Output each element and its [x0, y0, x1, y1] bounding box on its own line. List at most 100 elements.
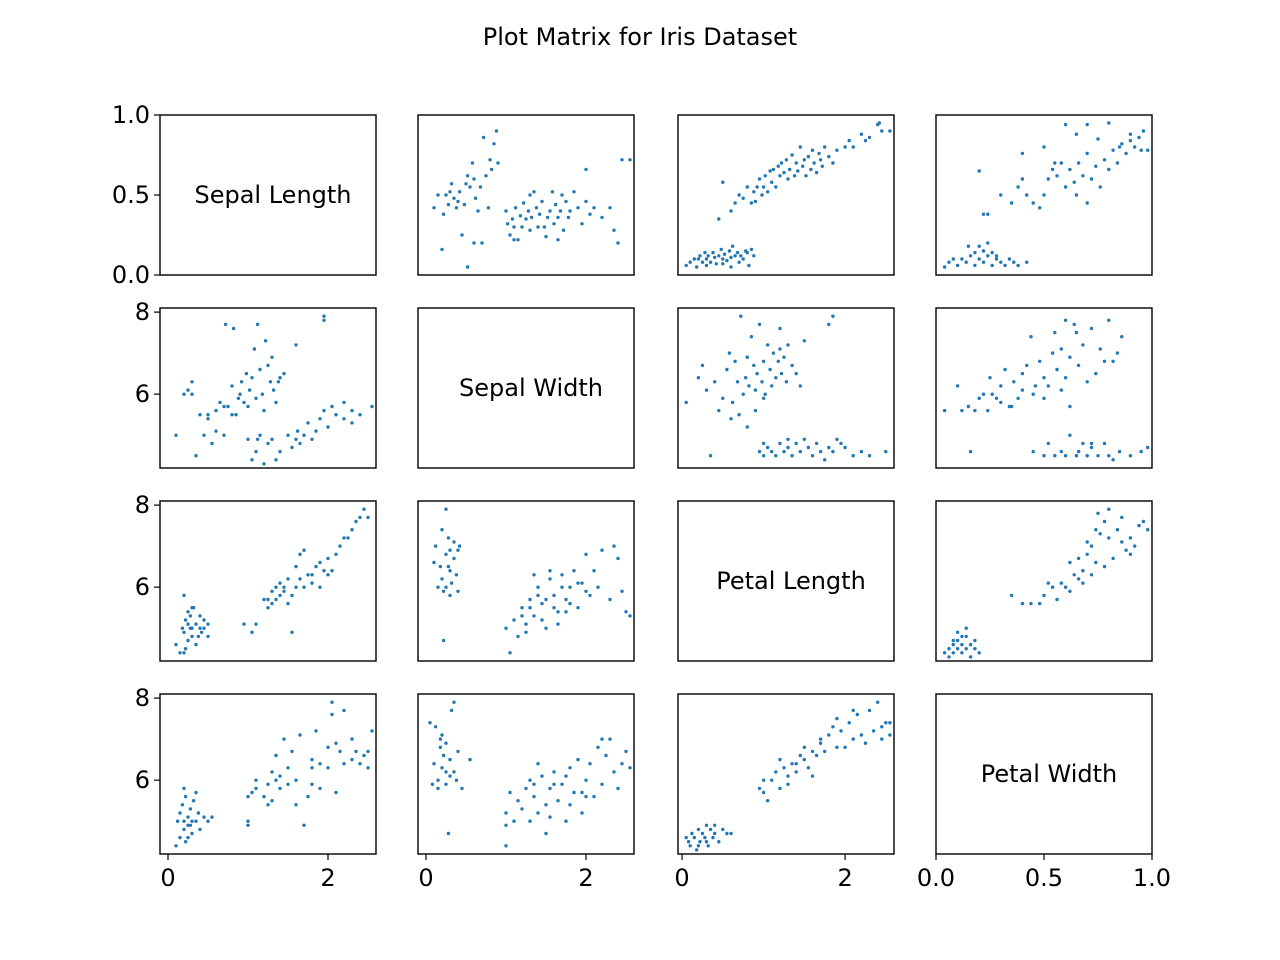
scatter-point — [239, 380, 244, 384]
scatter-point — [460, 786, 464, 791]
scatter-point — [955, 638, 960, 643]
scatter-point — [684, 835, 688, 840]
scatter-point — [1031, 392, 1035, 396]
scatter-point — [282, 371, 286, 376]
scatter-point — [432, 762, 436, 766]
scatter-point — [1059, 581, 1064, 585]
scatter-point — [1133, 145, 1137, 149]
scatter-point — [721, 396, 725, 400]
scatter-point — [516, 799, 520, 803]
scatter-point — [729, 417, 733, 421]
scatter-point — [556, 610, 560, 614]
diagonal-label: Sepal Width — [459, 374, 603, 402]
scatter-point — [452, 556, 456, 561]
scatter-point — [827, 322, 831, 327]
scatter-point — [505, 222, 510, 226]
scatter-point — [1081, 174, 1085, 178]
scatter-point — [730, 244, 735, 248]
panel-r0-c1 — [417, 114, 635, 276]
scatter-point — [721, 262, 725, 266]
scatter-point — [1020, 371, 1025, 376]
scatter-point — [186, 835, 190, 840]
scatter-point — [1107, 507, 1111, 511]
scatter-point — [1076, 449, 1081, 454]
scatter-point — [552, 593, 556, 598]
scatter-point — [766, 799, 770, 803]
scatter-point — [747, 384, 751, 388]
scatter-point — [1063, 185, 1068, 189]
scatter-point — [580, 581, 584, 585]
scatter-point — [266, 363, 270, 368]
scatter-point — [452, 540, 456, 544]
scatter-point — [358, 413, 362, 417]
scatter-point — [242, 622, 246, 626]
scatter-point — [536, 593, 540, 598]
scatter-point — [847, 721, 851, 725]
scatter-point — [1102, 441, 1107, 446]
scatter-point — [444, 507, 448, 511]
scatter-point — [1074, 193, 1079, 197]
scatter-point — [1020, 601, 1025, 606]
x-tick-label: 1.0 — [1133, 864, 1171, 892]
scatter-point — [550, 190, 555, 194]
scatter-point — [537, 212, 542, 216]
scatter-point — [544, 626, 548, 630]
scatter-point — [951, 642, 955, 647]
panel-frame — [677, 500, 895, 662]
scatter-point — [1042, 593, 1046, 598]
scatter-point — [696, 844, 701, 848]
scatter-point — [270, 589, 274, 593]
scatter-point — [1085, 201, 1089, 205]
scatter-point — [757, 449, 762, 454]
scatter-point — [790, 454, 794, 458]
scatter-point — [960, 408, 964, 413]
scatter-point — [449, 182, 454, 186]
scatter-point — [774, 376, 778, 380]
scatter-point — [698, 840, 702, 844]
scatter-point — [334, 413, 338, 417]
scatter-point — [255, 322, 260, 327]
scatter-point — [806, 445, 811, 450]
scatter-point — [851, 737, 855, 741]
scatter-point — [350, 528, 354, 532]
scatter-point — [282, 589, 286, 593]
scatter-point — [250, 630, 254, 634]
scatter-point — [318, 762, 322, 766]
scatter-point — [294, 437, 298, 441]
scatter-point — [1020, 388, 1025, 392]
scatter-point — [572, 190, 576, 194]
scatter-point — [1146, 445, 1150, 450]
scatter-point — [222, 433, 226, 437]
scatter-point — [540, 601, 544, 606]
scatter-point — [362, 507, 366, 511]
scatter-point — [552, 770, 556, 774]
scatter-point — [183, 647, 188, 651]
scatter-point — [448, 593, 452, 598]
scatter-point — [260, 392, 265, 396]
scatter-point — [544, 234, 548, 239]
scatter-point — [174, 844, 178, 848]
panel-r3-c3: Petal Width — [935, 693, 1153, 855]
scatter-point — [1120, 515, 1124, 520]
scatter-point — [876, 700, 880, 704]
scatter-point — [986, 408, 990, 413]
y-tick-label: 6 — [135, 380, 150, 408]
scatter-point — [1081, 569, 1085, 573]
scatter-point — [843, 145, 847, 149]
scatter-point — [749, 335, 754, 339]
scatter-point — [1085, 540, 1089, 544]
scatter-point — [888, 733, 892, 737]
scatter-point — [763, 174, 767, 178]
y-tick-label: 8 — [135, 491, 150, 519]
scatter-point — [831, 449, 835, 454]
scatter-point — [524, 217, 528, 221]
scatter-point — [1085, 454, 1089, 458]
scatter-point — [290, 749, 294, 754]
scatter-point — [330, 700, 334, 704]
scatter-point — [810, 749, 815, 754]
scatter-point — [1074, 454, 1079, 458]
scatter-point — [576, 206, 580, 210]
scatter-point — [526, 209, 531, 213]
scatter-point — [968, 655, 973, 659]
scatter-point — [809, 167, 813, 172]
